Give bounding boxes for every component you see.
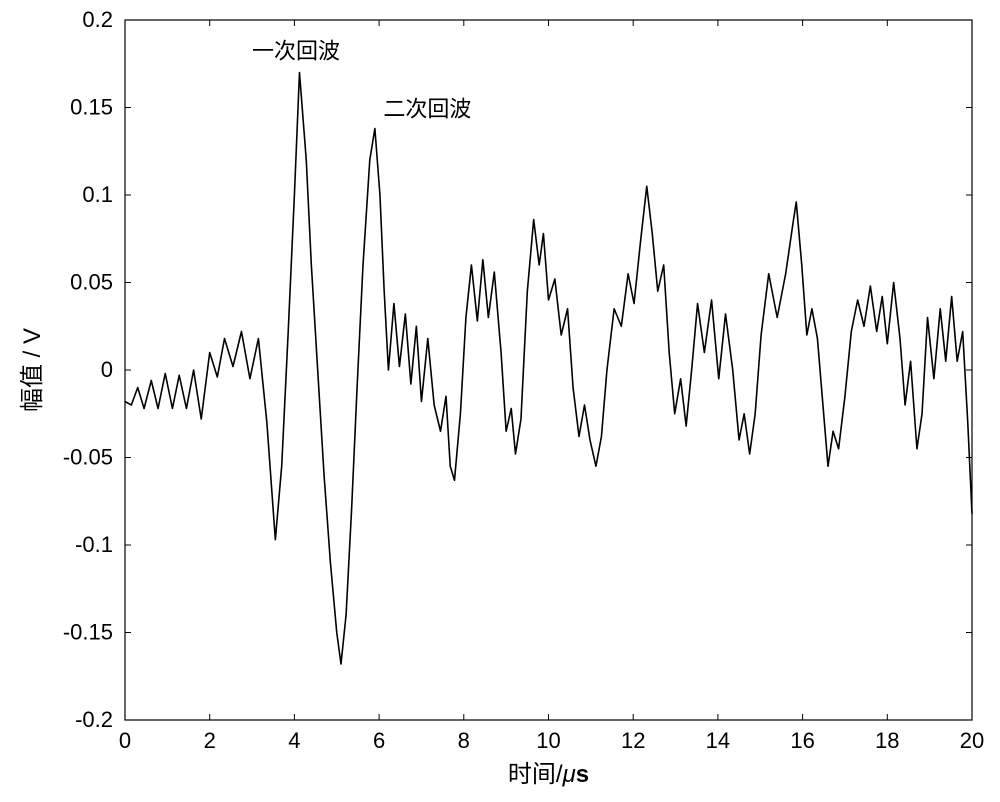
line-chart: 0 2 4 6 8 10 12 14 16 18 20 -0.2 -0.15 -0.1 -0.05 0 0.05… xyxy=(0,0,1000,802)
y-tick-label: -0.2 xyxy=(75,707,113,732)
y-tick-label: -0.1 xyxy=(75,532,113,557)
y-tick-label: 0.2 xyxy=(82,7,113,32)
y-tick-label: -0.05 xyxy=(63,445,113,470)
x-tick-label: 12 xyxy=(621,728,645,753)
x-tick-label: 18 xyxy=(875,728,899,753)
y-axis-label: 幅值 / V xyxy=(19,328,46,412)
y-tick-label: 0.05 xyxy=(70,270,113,295)
x-tick-label: 16 xyxy=(790,728,814,753)
x-tick-label: 8 xyxy=(458,728,470,753)
chart-container: 0 2 4 6 8 10 12 14 16 18 20 -0.2 -0.15 -0.1 -0.05 0 0.05… xyxy=(0,0,1000,802)
second-echo-annotation: 二次回波 xyxy=(383,96,471,121)
x-tick-label: 20 xyxy=(960,728,984,753)
y-tick-label: 0.1 xyxy=(82,182,113,207)
y-tick-label: -0.15 xyxy=(63,620,113,645)
y-tick-label: 0 xyxy=(101,357,113,382)
x-axis-label: 时间/μs xyxy=(508,761,589,788)
x-tick-label: 10 xyxy=(536,728,560,753)
y-tick-label: 0.15 xyxy=(70,95,113,120)
x-tick-label: 0 xyxy=(119,728,131,753)
x-tick-label: 4 xyxy=(288,728,300,753)
x-tick-label: 2 xyxy=(204,728,216,753)
x-tick-label: 14 xyxy=(706,728,730,753)
x-tick-label: 6 xyxy=(373,728,385,753)
first-echo-annotation: 一次回波 xyxy=(252,39,340,64)
